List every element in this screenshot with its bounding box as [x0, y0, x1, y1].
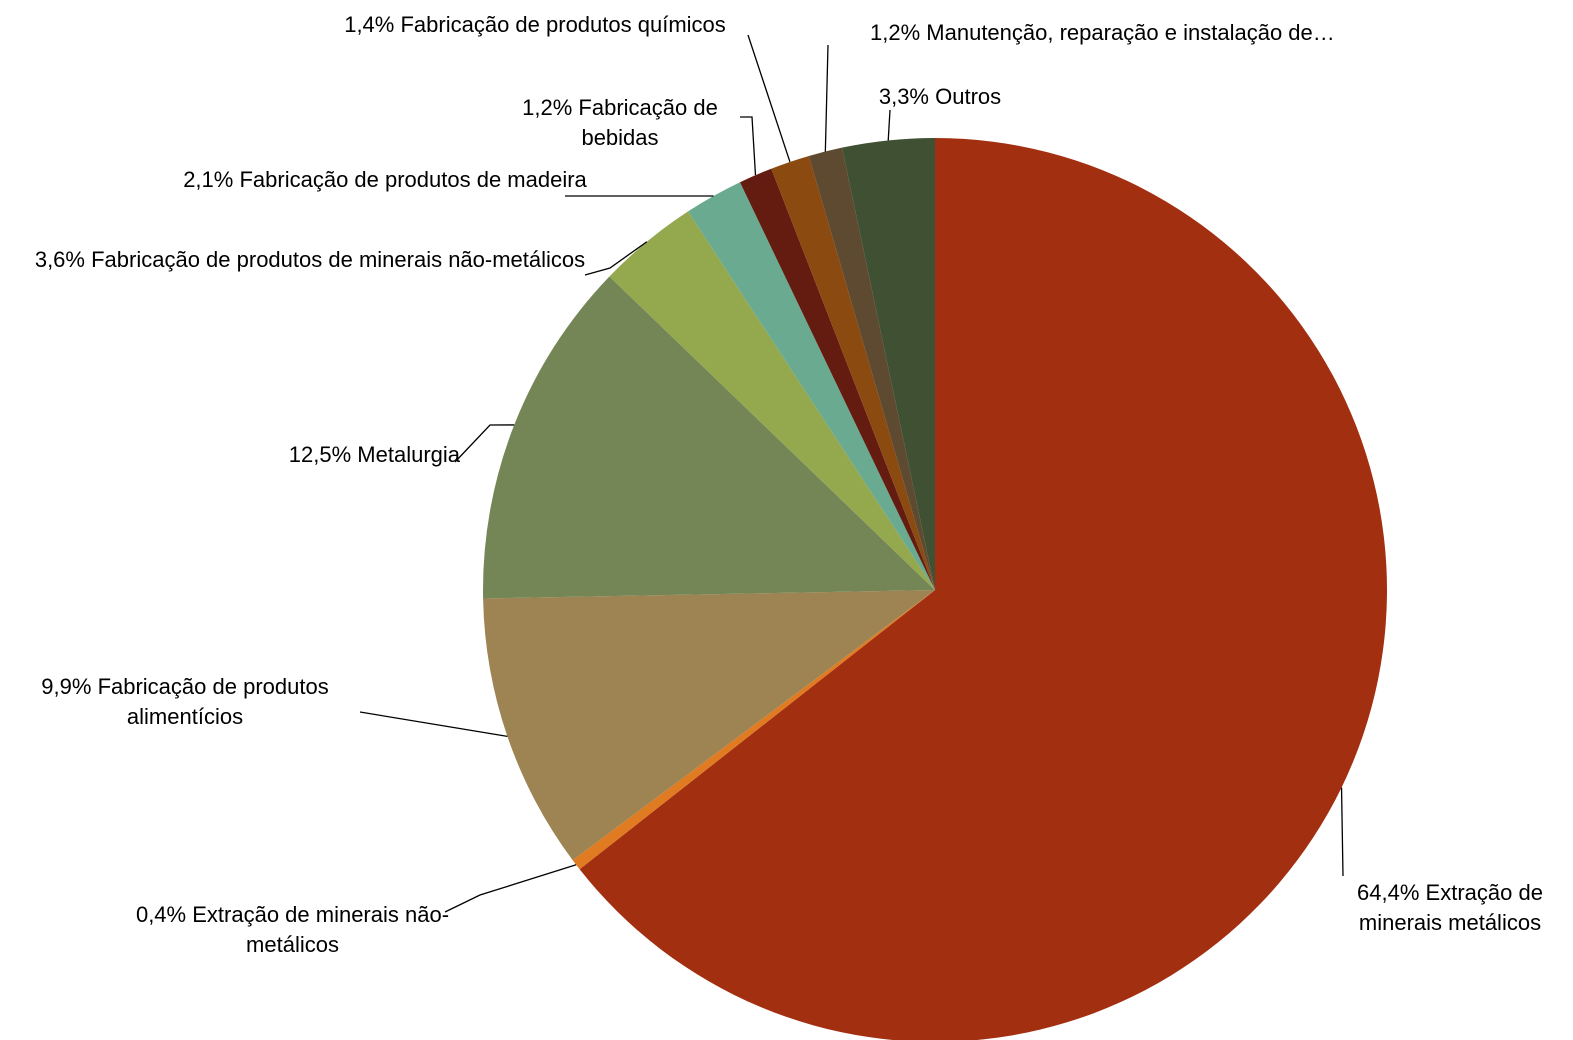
leader-line — [740, 116, 757, 176]
category-label: Extração de minerais não-metálicos — [192, 902, 450, 957]
category-label: Fabricação de bebidas — [578, 95, 718, 150]
slice-label: 0,4% Extração de minerais não-metálicos — [100, 900, 485, 960]
slice-label: 1,4% Fabricação de produtos químicos — [290, 10, 780, 40]
slice-label: 1,2% Fabricação de bebidas — [490, 93, 750, 153]
pie-slice — [808, 147, 935, 590]
pie-slice — [841, 138, 935, 590]
leader-line — [359, 711, 508, 738]
value-label: 2,1% — [183, 167, 234, 192]
value-label: 9,9% — [41, 674, 92, 699]
slice-label: 2,1% Fabricação de produtos de madeira — [120, 165, 650, 195]
leader-line — [454, 424, 515, 463]
pie-slice — [483, 276, 935, 599]
value-label: 3,6% — [34, 247, 85, 272]
value-label: 1,4% — [344, 12, 395, 37]
category-label: Fabricação de produtos de minerais não-m… — [91, 247, 586, 272]
category-label: Fabricação de produtos químicos — [400, 12, 726, 37]
category-label: Metalurgia — [357, 442, 460, 467]
slice-label: 9,9% Fabricação de produtos alimentícios — [0, 672, 370, 732]
value-label: 1,2% — [522, 95, 573, 120]
category-label: Manutenção, reparação e instalação de… — [926, 20, 1335, 45]
value-label: 1,2% — [870, 20, 921, 45]
slice-label: 3,3% Outros — [850, 82, 1030, 112]
slice-label: 12,5% Metalurgia — [230, 440, 460, 470]
leader-line — [1340, 787, 1344, 877]
leader-line — [824, 44, 829, 152]
slice-label: 3,6% Fabricação de produtos de minerais … — [25, 245, 595, 275]
leader-line — [584, 241, 648, 276]
pie-slice — [572, 590, 935, 870]
leader-line — [887, 109, 891, 141]
category-label: Outros — [935, 84, 1002, 109]
pie-slice — [483, 590, 935, 861]
slice-label: 1,2% Manutenção, reparação e instalação … — [870, 18, 1470, 48]
pie-slice — [579, 138, 1387, 1040]
value-label: 3,3% — [878, 84, 929, 109]
pie-slice — [688, 182, 935, 590]
value-label: 0,4% — [135, 902, 187, 927]
pie-slice — [739, 168, 935, 590]
pie-slice — [609, 211, 935, 591]
pie-slice — [771, 155, 935, 590]
category-label: Fabricação de produtos alimentícios — [97, 674, 329, 729]
value-label: 64,4% — [1357, 880, 1420, 905]
category-label: Fabricação de produtos de madeira — [239, 167, 587, 192]
category-label: Extração de minerais metálicos — [1358, 880, 1543, 935]
leader-line — [444, 864, 577, 913]
slice-label: 64,4% Extração de minerais metálicos — [1330, 878, 1570, 938]
value-label: 12,5% — [288, 442, 352, 467]
leader-line — [747, 34, 791, 163]
